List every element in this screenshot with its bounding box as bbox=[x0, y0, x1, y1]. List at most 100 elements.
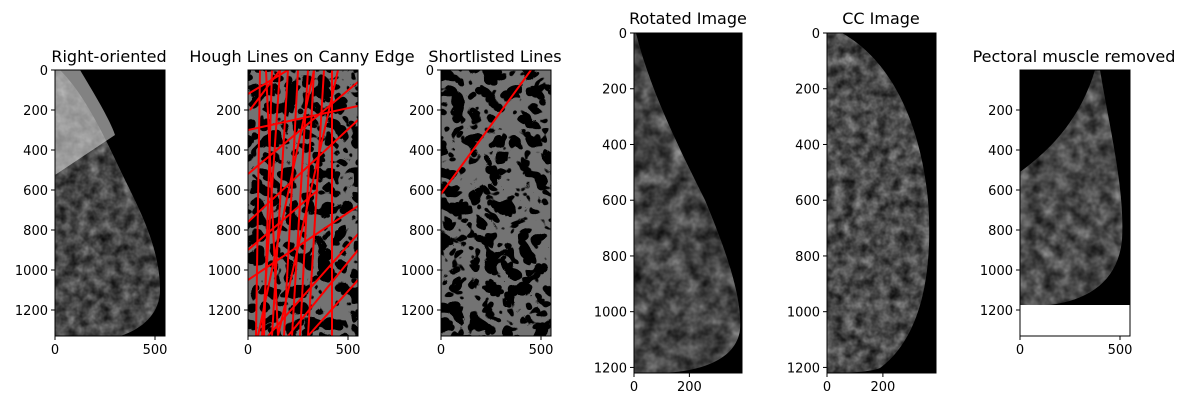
y-tick-label: 400 bbox=[602, 138, 627, 153]
detected-line bbox=[248, 81, 358, 175]
detected-line bbox=[287, 249, 358, 336]
y-tick-label: 600 bbox=[988, 184, 1013, 199]
y-tick-label: 600 bbox=[216, 184, 241, 199]
detected-line bbox=[249, 70, 281, 111]
axes-frame bbox=[1019, 69, 1131, 337]
image-area bbox=[827, 33, 936, 373]
axes: 0 500 200 400 600 800 1000 1200 bbox=[980, 69, 1133, 358]
panel-title: Hough Lines on Canny Edge bbox=[189, 47, 414, 66]
axes: 0 500 200 400 600 800 1000 1200 bbox=[208, 69, 361, 358]
x-tick-label: 200 bbox=[677, 380, 702, 395]
detected-line bbox=[267, 233, 358, 336]
detected-line bbox=[271, 70, 289, 336]
x-tick-label: 500 bbox=[143, 343, 168, 358]
panel-rotated-image: Rotated Image 0 200 0 200 400 600 800 1000 1200 bbox=[594, 9, 747, 395]
panel-title: CC Image bbox=[842, 9, 920, 28]
y-tick-label: 200 bbox=[988, 104, 1013, 119]
y-tick-label: 0 bbox=[426, 64, 434, 79]
y-tick-label: 200 bbox=[795, 83, 820, 98]
y-tick-label: 0 bbox=[619, 27, 627, 42]
y-tick-label: 400 bbox=[409, 144, 434, 159]
panel-pectoral-removed: Pectoral muscle removed 0 500 200 400 600 800… bbox=[973, 47, 1176, 358]
x-tick-label: 500 bbox=[336, 343, 361, 358]
image-area bbox=[248, 70, 358, 336]
x-tick-label: 0 bbox=[630, 380, 638, 395]
y-tick-label: 1000 bbox=[594, 306, 627, 321]
panel-title: Rotated Image bbox=[629, 9, 747, 28]
detected-line bbox=[265, 70, 279, 336]
y-tick-label: 1200 bbox=[401, 304, 434, 319]
y-tick-label: 1200 bbox=[15, 304, 48, 319]
axes-frame bbox=[247, 69, 359, 337]
y-tick-label: 0 bbox=[40, 64, 48, 79]
x-tick-label: 0 bbox=[244, 343, 252, 358]
detected-line bbox=[307, 279, 358, 336]
image-area bbox=[1020, 70, 1130, 336]
x-tick-label: 500 bbox=[529, 343, 554, 358]
detected-line bbox=[248, 205, 358, 281]
panel-title: Shortlisted Lines bbox=[428, 47, 561, 66]
y-tick-label: 1000 bbox=[208, 264, 241, 279]
detected-line bbox=[248, 70, 289, 95]
panel-hough-lines: Hough Lines on Canny Edge 0 500 200 400 600 8… bbox=[189, 47, 414, 358]
axes-frame bbox=[440, 69, 552, 337]
y-tick-label: 800 bbox=[23, 224, 48, 239]
axes: 0 200 0 200 400 600 800 1000 1200 bbox=[787, 27, 937, 395]
y-tick-label: 1200 bbox=[980, 304, 1013, 319]
y-tick-label: 1200 bbox=[208, 304, 241, 319]
panel-title: Right-oriented bbox=[51, 47, 166, 66]
x-tick-label: 0 bbox=[1016, 343, 1024, 358]
y-tick-label: 800 bbox=[216, 224, 241, 239]
shortlisted-lines bbox=[441, 70, 532, 195]
y-tick-label: 600 bbox=[795, 194, 820, 209]
detected-line bbox=[441, 70, 532, 195]
image-area bbox=[55, 70, 165, 336]
blank-region bbox=[1020, 305, 1130, 336]
detected-line bbox=[248, 119, 358, 223]
y-tick-label: 400 bbox=[795, 138, 820, 153]
x-tick-label: 500 bbox=[1108, 343, 1133, 358]
panel-shortlisted-lines: Shortlisted Lines 0 500 0 200 400 600 800 1000 1… bbox=[401, 47, 562, 358]
y-tick-label: 1200 bbox=[594, 361, 627, 376]
axes-frame bbox=[633, 32, 743, 374]
y-tick-label: 0 bbox=[812, 27, 820, 42]
y-tick-label: 800 bbox=[795, 250, 820, 265]
axes: 0 500 0 200 400 600 800 1000 1200 bbox=[15, 64, 168, 358]
x-tick-label: 200 bbox=[870, 380, 895, 395]
detected-line bbox=[283, 70, 299, 336]
axes-frame bbox=[826, 32, 937, 374]
panel-title: Pectoral muscle removed bbox=[973, 47, 1176, 66]
y-tick-label: 1000 bbox=[787, 306, 820, 321]
image-area bbox=[634, 33, 742, 373]
y-tick-label: 1000 bbox=[15, 264, 48, 279]
y-tick-label: 800 bbox=[988, 224, 1013, 239]
y-tick-label: 400 bbox=[216, 144, 241, 159]
y-tick-label: 400 bbox=[23, 144, 48, 159]
y-tick-label: 600 bbox=[409, 184, 434, 199]
y-tick-label: 1000 bbox=[401, 264, 434, 279]
detected-line bbox=[277, 70, 339, 336]
detected-line bbox=[255, 70, 261, 336]
hough-lines bbox=[248, 70, 358, 336]
y-tick-label: 200 bbox=[23, 104, 48, 119]
axes-frame bbox=[54, 69, 166, 337]
y-tick-label: 400 bbox=[988, 144, 1013, 159]
x-tick-label: 0 bbox=[51, 343, 59, 358]
y-tick-label: 800 bbox=[602, 250, 627, 265]
axes: 0 200 0 200 400 600 800 1000 1200 bbox=[594, 27, 743, 395]
y-tick-label: 1000 bbox=[980, 264, 1013, 279]
y-tick-label: 800 bbox=[409, 224, 434, 239]
x-tick-label: 0 bbox=[823, 380, 831, 395]
detected-line bbox=[257, 70, 315, 336]
panel-right-oriented: Right-oriented 0 500 0 200 400 600 800 1000 1200 bbox=[15, 47, 168, 358]
y-tick-label: 600 bbox=[23, 184, 48, 199]
y-tick-label: 1200 bbox=[787, 361, 820, 376]
y-tick-label: 200 bbox=[409, 104, 434, 119]
panel-cc-image: CC Image 0 200 0 200 400 600 800 1000 1200 bbox=[787, 9, 937, 395]
y-tick-label: 600 bbox=[602, 194, 627, 209]
x-tick-label: 0 bbox=[437, 343, 445, 358]
y-tick-label: 200 bbox=[216, 104, 241, 119]
image-area bbox=[441, 70, 551, 336]
y-tick-label: 200 bbox=[602, 83, 627, 98]
